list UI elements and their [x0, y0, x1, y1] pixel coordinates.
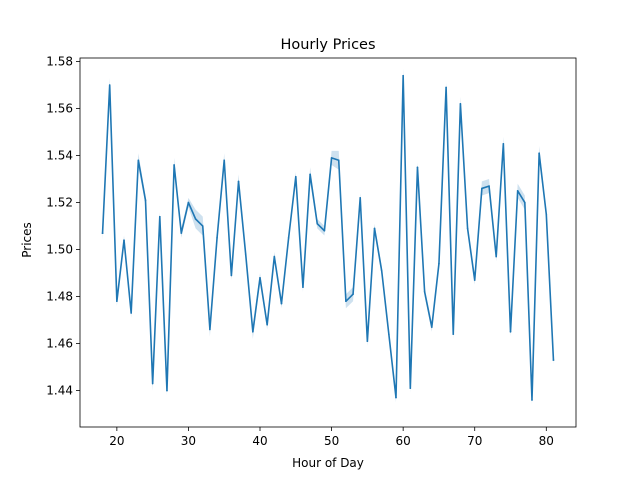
data-point	[259, 276, 261, 279]
data-point	[323, 229, 326, 232]
data-point	[445, 86, 447, 89]
data-point	[294, 175, 297, 178]
data-point	[488, 185, 490, 187]
data-point	[151, 382, 154, 385]
data-point	[359, 197, 362, 199]
data-point	[337, 159, 340, 162]
data-point	[280, 302, 283, 305]
data-points	[101, 74, 555, 401]
data-point	[116, 300, 118, 303]
x-tick-label: 40	[252, 434, 267, 448]
data-point	[373, 227, 376, 230]
data-point	[230, 274, 233, 277]
data-point	[531, 399, 533, 401]
confidence-band	[102, 68, 554, 405]
data-point	[524, 201, 526, 204]
data-point	[330, 157, 333, 159]
data-point	[108, 84, 111, 86]
data-point	[252, 331, 254, 333]
x-axis-label: Hour of Day	[292, 456, 364, 470]
data-point	[388, 333, 390, 335]
x-tick-label: 30	[181, 434, 196, 448]
data-point	[159, 215, 161, 218]
y-tick-label: 1.44	[46, 384, 73, 398]
data-point	[187, 201, 190, 204]
data-point	[309, 173, 311, 176]
data-point	[495, 255, 497, 258]
y-tick-label: 1.46	[46, 337, 73, 351]
x-tick-label: 20	[109, 434, 124, 448]
data-point	[180, 232, 183, 234]
x-axis: 20 30 40 50 60 70 80	[109, 427, 554, 448]
data-point	[137, 159, 140, 162]
x-tick-label: 80	[539, 434, 554, 448]
data-point	[366, 340, 369, 343]
data-point	[481, 187, 483, 190]
data-point	[473, 279, 476, 281]
data-point	[287, 236, 290, 239]
data-point	[552, 359, 555, 361]
data-point	[516, 189, 519, 192]
data-point	[130, 312, 132, 314]
data-point	[409, 387, 412, 390]
data-point	[395, 396, 397, 399]
data-point	[194, 218, 197, 220]
data-point	[101, 232, 104, 234]
y-axis: 1.44 1.46 1.48 1.50 1.52 1.54 1.56 1.58	[46, 55, 80, 398]
data-point	[237, 180, 240, 183]
data-point	[302, 286, 304, 288]
data-point	[380, 269, 383, 272]
data-point	[173, 164, 175, 166]
data-point	[402, 74, 404, 77]
data-point	[345, 300, 347, 303]
data-point	[144, 199, 147, 201]
data-point	[452, 333, 455, 335]
data-point	[416, 166, 419, 169]
data-point	[423, 291, 426, 293]
data-point	[509, 331, 512, 333]
data-point	[466, 227, 469, 230]
data-point	[273, 255, 276, 258]
data-point	[244, 253, 247, 256]
x-tick-label: 60	[396, 434, 411, 448]
plot-frame	[79, 57, 577, 428]
data-point	[430, 326, 433, 328]
plot-area	[101, 68, 555, 405]
data-point	[438, 262, 440, 265]
data-point	[316, 222, 319, 225]
x-tick-label: 50	[324, 434, 339, 448]
data-point	[545, 213, 548, 216]
data-point	[209, 328, 211, 331]
data-point	[166, 389, 168, 392]
y-axis-label: Prices	[20, 222, 34, 258]
series-line	[101, 74, 555, 401]
data-point	[502, 142, 505, 145]
y-tick-label: 1.58	[46, 55, 73, 69]
chart-title: Hourly Prices	[280, 37, 375, 53]
y-tick-label: 1.54	[46, 149, 73, 163]
data-point	[123, 239, 125, 241]
data-point	[223, 159, 226, 162]
y-tick-label: 1.48	[46, 290, 73, 304]
data-point	[459, 103, 462, 105]
data-point	[201, 225, 204, 227]
data-point	[216, 236, 218, 239]
y-tick-label: 1.50	[46, 243, 73, 257]
data-point	[266, 323, 268, 326]
x-tick-label: 70	[467, 434, 482, 448]
y-tick-label: 1.52	[46, 196, 73, 210]
y-tick-label: 1.56	[46, 102, 73, 116]
data-point	[538, 152, 540, 154]
data-point	[352, 293, 354, 296]
